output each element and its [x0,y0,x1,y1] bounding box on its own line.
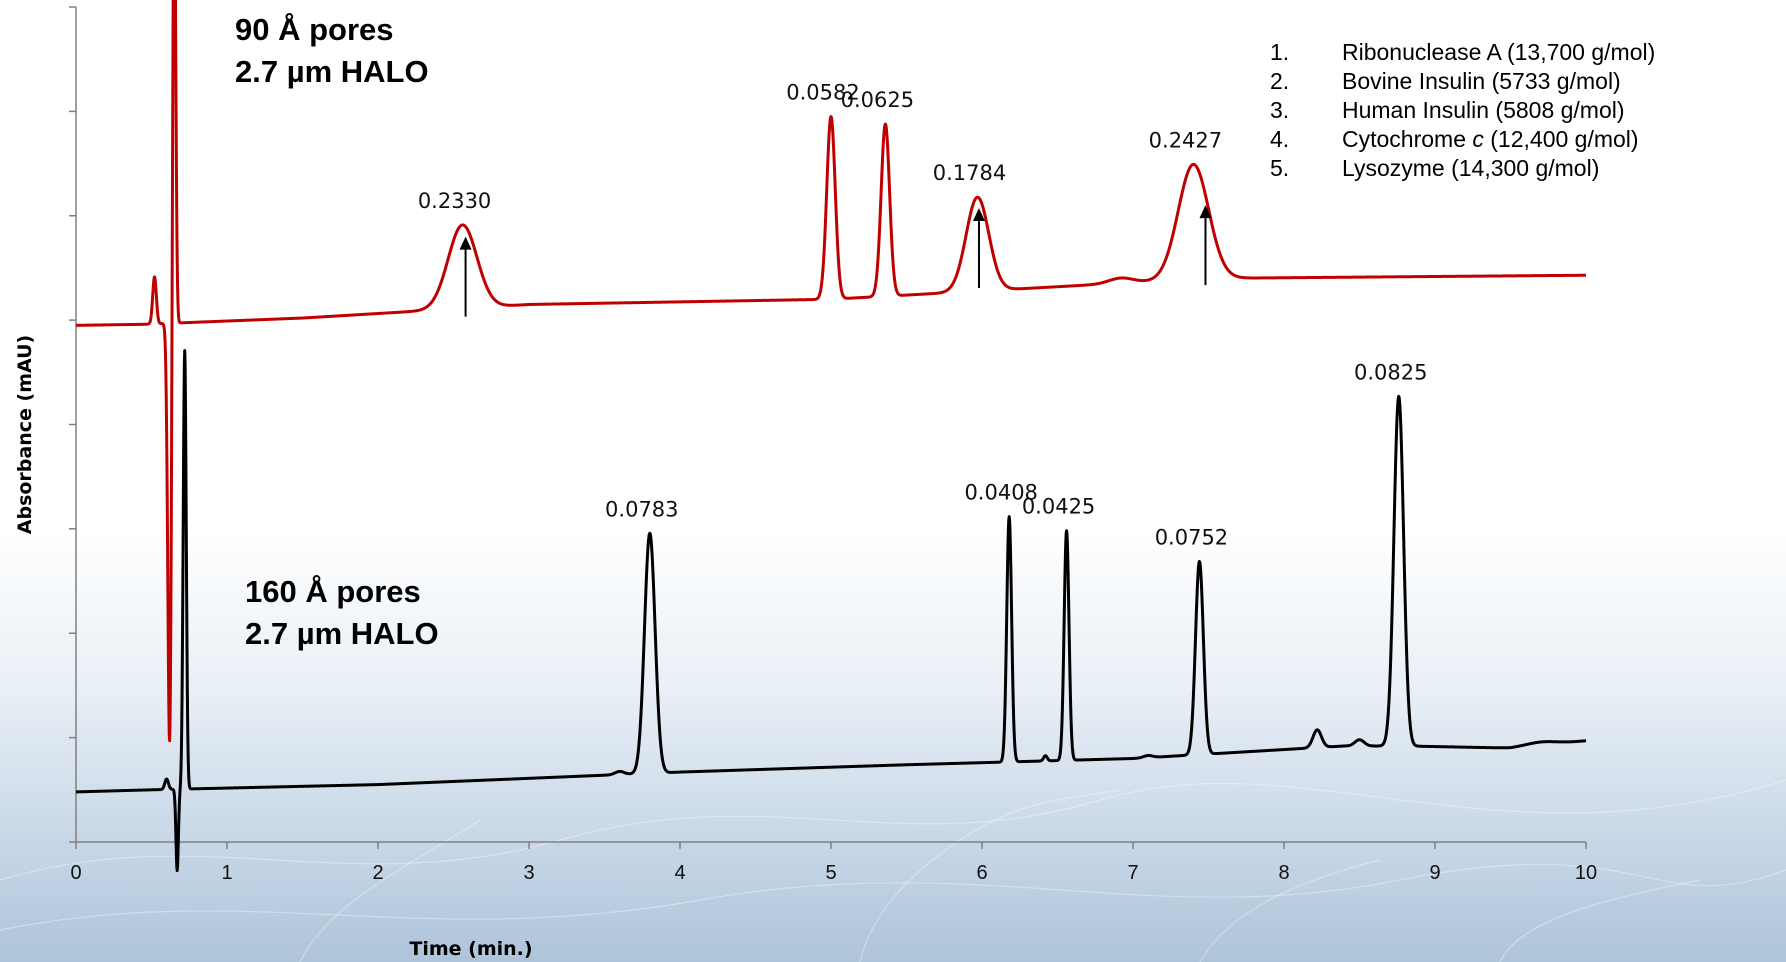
peak-value-label: 0.0625 [841,88,914,112]
x-tick-label: 0 [70,862,81,884]
x-tick-label: 5 [825,862,836,884]
legend-item-text: Bovine Insulin (5733 g/mol) [1342,68,1621,94]
x-tick-label: 8 [1278,862,1289,884]
peak-value-label: 0.0752 [1155,525,1228,549]
trace-line-2 [74,349,1588,873]
y-axis-title: Absorbance (mAU) [14,335,36,534]
x-tick-label: 7 [1127,862,1138,884]
x-tick-label: 6 [976,862,987,884]
legend-item-number: 3. [1270,97,1289,123]
x-tick-label: 10 [1575,862,1597,884]
peak-value-label: 0.1784 [933,161,1006,185]
x-tick-label: 9 [1429,862,1440,884]
x-tick-label: 2 [372,862,383,884]
legend-item-number: 1. [1270,39,1289,65]
arrow-head [459,236,472,250]
legend-item-text: Lysozyme (14,300 g/mol) [1342,155,1599,181]
x-tick-label: 3 [523,862,534,884]
peak-value-label: 0.0783 [605,497,678,521]
peak-value-label: 0.0582 [786,81,859,105]
peak-value-label: 0.0408 [964,481,1037,505]
compound-legend: 1. Ribonuclease A (13,700 g/mol) 2. Bovine … [1270,39,1655,181]
chart-axes: 0 1 2 3 4 5 6 7 8 9 10 [69,6,1597,884]
trace-name-label: 2.7 µm HALO [235,54,429,89]
legend-item-text: Ribonuclease A (13,700 g/mol) [1342,39,1655,65]
arrow-head [972,207,985,221]
x-axis-title: Time (min.) [409,938,532,960]
trace-name-label: 160 Å pores [245,574,421,609]
trace-line-1 [74,0,1588,743]
legend-item-number: 2. [1270,68,1289,94]
x-tick-label: 4 [674,862,685,884]
x-tick-label: 1 [221,862,232,884]
legend-item-number: 5. [1270,155,1289,181]
peak-value-label: 0.0825 [1354,360,1427,384]
peak-value-label: 0.2427 [1149,128,1222,152]
peak-value-label: 0.0425 [1022,495,1095,519]
legend-item-text: Human Insulin (5808 g/mol) [1342,97,1625,123]
trace-name-label: 90 Å pores [235,12,394,47]
peak-value-label: 0.2330 [418,189,491,213]
trace-name-label: 2.7 µm HALO [245,616,439,651]
chart-traces [74,0,1588,873]
legend-item-text: Cytochrome c (12,400 g/mol) [1342,126,1639,152]
arrow-head [1199,205,1212,219]
legend-item-number: 4. [1270,126,1289,152]
